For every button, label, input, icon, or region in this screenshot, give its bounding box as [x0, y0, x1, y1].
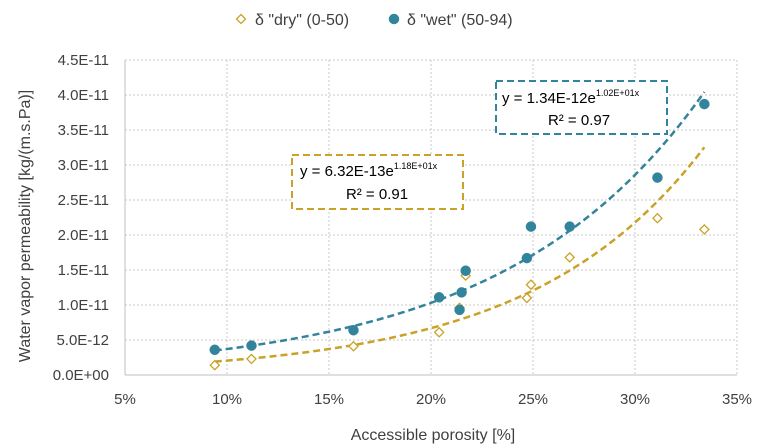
x-tick-label: 15% [314, 391, 344, 408]
data-point-dry [209, 359, 221, 371]
trendline-wet [214, 91, 706, 352]
legend-label-dry: δ "dry" (0-50) [255, 12, 349, 29]
data-point-wet [525, 221, 537, 232]
equation-dry-exponent: 1.18E+01x [394, 161, 438, 171]
data-point-dry [348, 340, 359, 352]
y-tick-label: 1.0E-11 [58, 297, 109, 314]
equation-box-wet-border [495, 80, 668, 135]
data-point-wet [348, 324, 359, 336]
equation-wet: y = 1.34E-12e1.02E+01x [502, 88, 640, 107]
legend: δ "dry" (0-50) δ "wet" (50-94) [235, 12, 513, 29]
tick-labels: 5% 10% 15% 20% 25% 30% 35% 0.0E+00 5.0E-12 1.0E-1… [53, 52, 752, 408]
y-tick-label: 2.5E-11 [58, 192, 109, 209]
y-tick-label: 4.5E-11 [58, 52, 109, 69]
equation-wet-main: y = 1.34E-12e [502, 90, 596, 107]
y-tick-label: 0.0E+00 [53, 367, 109, 384]
y-tick-label: 2.0E-11 [58, 227, 109, 244]
data-point-dry [564, 251, 576, 263]
data-point-wet [699, 98, 710, 110]
x-tick-label: 5% [114, 391, 136, 408]
data-point-wet [460, 265, 471, 276]
data-point-wet [564, 221, 575, 232]
x-axis-title: Accessible porosity [%] [351, 427, 516, 444]
x-tick-label: 25% [518, 391, 548, 408]
y-tick-label: 1.5E-11 [58, 262, 109, 279]
x-tick-label: 35% [722, 391, 752, 408]
data-point-dry [433, 326, 445, 338]
r-squared-wet: R² = 0.97 [548, 112, 610, 129]
legend-item-dry: δ "dry" (0-50) [235, 12, 349, 29]
data-point-dry [698, 223, 710, 235]
y-axis-title: Water vapor permeability [kg/(m.s.Pa)] [17, 90, 34, 362]
equation-dry-main: y = 6.32E-13e [300, 163, 394, 180]
equation-box-dry: y = 6.32E-13e1.18E+01x R² = 0.91 [291, 154, 464, 210]
equation-dry: y = 6.32E-13e1.18E+01x [300, 161, 438, 180]
axes [124, 60, 737, 376]
equation-wet-exponent: 1.02E+01x [596, 88, 640, 98]
y-tick-label: 4.0E-11 [58, 87, 109, 104]
data-point-wet [521, 252, 533, 264]
trendlines [214, 91, 706, 363]
y-tick-label: 5.0E-12 [56, 332, 109, 349]
legend-marker-wet [388, 13, 400, 25]
data-point-dry [652, 212, 663, 224]
legend-item-wet: δ "wet" (50-94) [388, 12, 513, 29]
data-point-dry [521, 292, 533, 304]
data-point-wet [652, 172, 663, 183]
legend-circle-wet [388, 13, 400, 25]
data-point-dry [246, 353, 257, 365]
data-point-wet [433, 292, 445, 303]
r-squared-dry: R² = 0.91 [346, 186, 408, 203]
data-point-wet [454, 304, 465, 316]
data-point-wet [456, 287, 467, 298]
y-tick-label: 3.5E-11 [58, 122, 109, 139]
trendline-dry [214, 146, 706, 363]
legend-marker-dry [235, 13, 247, 25]
x-tick-label: 20% [416, 391, 446, 408]
data-point-dry [525, 279, 537, 291]
equation-box-dry-border [291, 154, 464, 210]
data-points [209, 98, 710, 371]
data-point-wet [209, 344, 221, 356]
x-tick-label: 30% [620, 391, 650, 408]
x-tick-label: 10% [212, 391, 242, 408]
legend-diamond-dry [235, 13, 247, 25]
data-point-wet [246, 340, 257, 351]
legend-label-wet: δ "wet" (50-94) [407, 12, 513, 29]
equation-box-wet: y = 1.34E-12e1.02E+01x R² = 0.97 [495, 80, 668, 135]
y-tick-label: 3.0E-11 [58, 157, 109, 174]
